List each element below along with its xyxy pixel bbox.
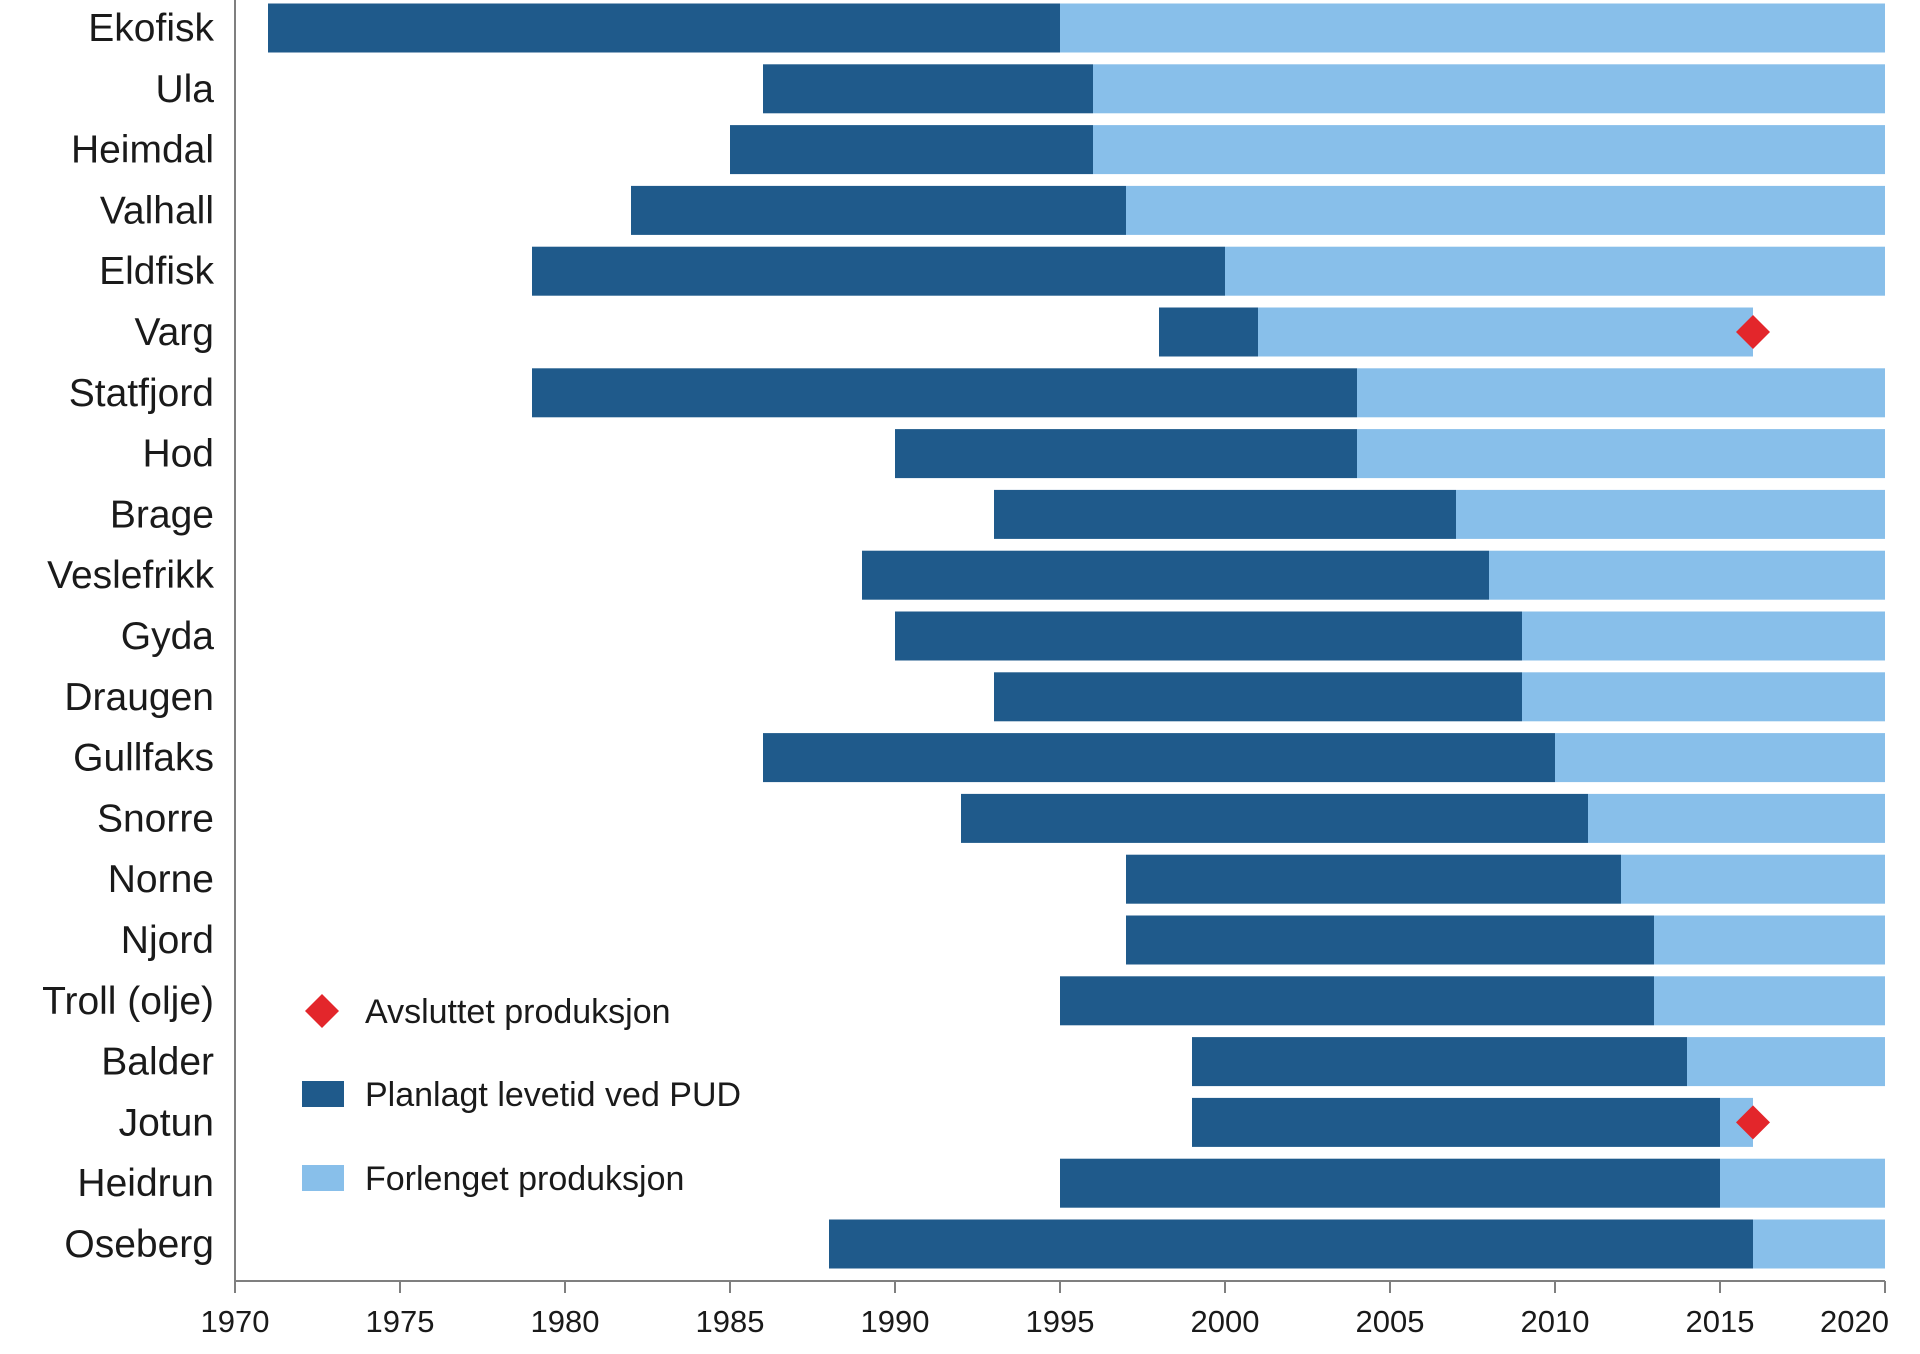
field-label-heidrun: Heidrun bbox=[77, 1162, 214, 1205]
x-tick-label-1985: 1985 bbox=[696, 1304, 765, 1339]
bar-planned-veslefrikk bbox=[862, 550, 1489, 600]
axes: 1970 1975 1980 1985 1990 1995 2000 2005 2010 2015… bbox=[201, 0, 1889, 1339]
bar-planned-eldfisk bbox=[532, 246, 1225, 296]
x-tick-label-1970: 1970 bbox=[201, 1304, 270, 1339]
bar-planned-norne bbox=[1126, 854, 1621, 904]
bar-planned-troll-olje bbox=[1060, 976, 1654, 1026]
x-tick-label-1980: 1980 bbox=[531, 1304, 600, 1339]
field-label-njord: Njord bbox=[121, 919, 214, 962]
bar-planned-draugen bbox=[994, 672, 1522, 722]
ended-marker-varg bbox=[1736, 315, 1770, 349]
bar-planned-hod bbox=[895, 429, 1357, 479]
bars-layer bbox=[268, 3, 1885, 1269]
bar-planned-snorre bbox=[961, 793, 1588, 843]
field-label-ula: Ula bbox=[155, 68, 214, 111]
x-tick-label-1995: 1995 bbox=[1026, 1304, 1095, 1339]
field-label-brage: Brage bbox=[110, 493, 214, 536]
field-label-hod: Hod bbox=[142, 433, 214, 476]
bar-extended-hod bbox=[1357, 429, 1885, 479]
field-label-varg: Varg bbox=[135, 311, 215, 354]
legend-swatch-extended bbox=[302, 1165, 344, 1191]
bar-planned-gullfaks bbox=[763, 733, 1555, 783]
legend-swatch-ended bbox=[305, 994, 339, 1028]
bar-extended-brage bbox=[1456, 489, 1885, 539]
markers-layer bbox=[1736, 315, 1770, 1140]
bar-extended-heimdal bbox=[1093, 125, 1885, 175]
field-label-eldfisk: Eldfisk bbox=[99, 250, 214, 293]
bar-extended-norne bbox=[1621, 854, 1885, 904]
bar-planned-statfjord bbox=[532, 368, 1357, 418]
x-tick-label-1990: 1990 bbox=[861, 1304, 930, 1339]
bar-extended-njord bbox=[1654, 915, 1885, 965]
bar-extended-ekofisk bbox=[1060, 3, 1885, 53]
ended-marker-jotun bbox=[1736, 1105, 1770, 1140]
field-label-statfjord: Statfjord bbox=[69, 372, 214, 415]
bar-planned-valhall bbox=[631, 185, 1126, 235]
bar-extended-draugen bbox=[1522, 672, 1885, 722]
x-tick-label-2015: 2015 bbox=[1686, 1304, 1755, 1339]
bar-extended-eldfisk bbox=[1225, 246, 1885, 296]
bar-extended-snorre bbox=[1588, 793, 1885, 843]
field-label-troll-olje: Troll (olje) bbox=[42, 980, 214, 1023]
bar-extended-valhall bbox=[1126, 185, 1885, 235]
bar-extended-statfjord bbox=[1357, 368, 1885, 418]
bar-planned-gyda bbox=[895, 611, 1522, 661]
legend-label-extended: Forlenget produksjon bbox=[365, 1160, 684, 1198]
field-label-snorre: Snorre bbox=[97, 797, 214, 840]
field-label-gyda: Gyda bbox=[121, 615, 215, 658]
bar-extended-veslefrikk bbox=[1489, 550, 1885, 600]
legend-label-planned: Planlagt levetid ved PUD bbox=[365, 1076, 741, 1114]
bar-extended-oseberg bbox=[1753, 1219, 1885, 1269]
bar-planned-ula bbox=[763, 64, 1093, 114]
bar-extended-balder bbox=[1687, 1037, 1885, 1087]
x-tick-label-2005: 2005 bbox=[1356, 1304, 1425, 1339]
bar-extended-gullfaks bbox=[1555, 733, 1885, 783]
bar-extended-ula bbox=[1093, 64, 1885, 114]
x-tick-label-2000: 2000 bbox=[1191, 1304, 1260, 1339]
field-label-draugen: Draugen bbox=[64, 676, 214, 719]
legend: Avsluttet produksjon Planlagt levetid ved… bbox=[302, 993, 741, 1198]
field-label-ekofisk: Ekofisk bbox=[88, 7, 214, 50]
x-tick-label-1975: 1975 bbox=[366, 1304, 435, 1339]
bar-planned-heidrun bbox=[1060, 1158, 1720, 1208]
field-label-heimdal: Heimdal bbox=[71, 129, 214, 172]
field-label-norne: Norne bbox=[108, 858, 214, 901]
bar-planned-jotun bbox=[1192, 1097, 1720, 1147]
bar-planned-njord bbox=[1126, 915, 1654, 965]
bar-planned-brage bbox=[994, 489, 1456, 539]
field-label-jotun: Jotun bbox=[119, 1101, 214, 1144]
category-labels: Ekofisk Ula Heimdal Valhall Eldfisk Varg Statf… bbox=[42, 7, 214, 1266]
field-label-balder: Balder bbox=[101, 1041, 214, 1084]
field-label-gullfaks: Gullfaks bbox=[73, 737, 214, 780]
bar-planned-heimdal bbox=[730, 125, 1093, 175]
bar-planned-ekofisk bbox=[268, 3, 1060, 53]
bar-extended-gyda bbox=[1522, 611, 1885, 661]
bar-planned-balder bbox=[1192, 1037, 1687, 1087]
legend-swatch-planned bbox=[302, 1081, 344, 1107]
x-tick-label-2010: 2010 bbox=[1521, 1304, 1590, 1339]
field-label-oseberg: Oseberg bbox=[64, 1223, 214, 1266]
bar-extended-troll-olje bbox=[1654, 976, 1885, 1026]
field-label-veslefrikk: Veslefrikk bbox=[47, 554, 214, 597]
bar-extended-varg bbox=[1258, 307, 1753, 357]
field-label-valhall: Valhall bbox=[100, 189, 214, 232]
bar-planned-oseberg bbox=[829, 1219, 1753, 1269]
bar-extended-heidrun bbox=[1720, 1158, 1885, 1208]
x-tick-label-2020: 2020 bbox=[1820, 1304, 1889, 1339]
bar-planned-varg bbox=[1159, 307, 1258, 357]
legend-label-ended: Avsluttet produksjon bbox=[365, 993, 671, 1031]
